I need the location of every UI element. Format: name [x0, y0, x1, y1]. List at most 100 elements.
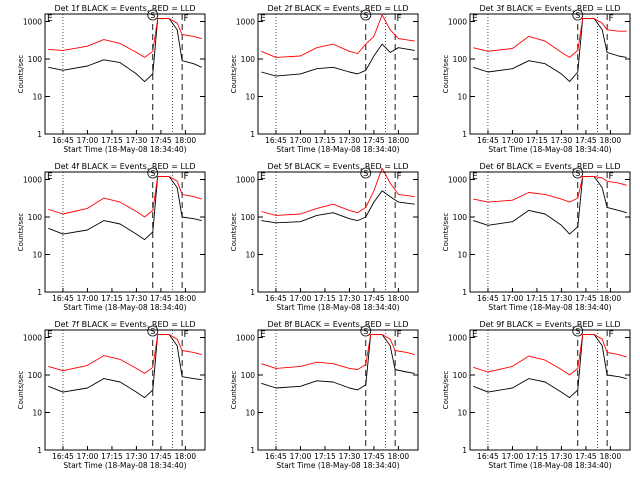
x-tick-label: 18:00 — [600, 136, 622, 145]
x-axis-label: Start Time (18-May-08 18:34:40) — [276, 145, 399, 154]
y-tick-label: 1 — [37, 130, 42, 139]
events-series-line — [473, 176, 627, 235]
marker-letter-s: S — [150, 327, 155, 336]
x-axis-label: Start Time (18-May-08 18:34:40) — [488, 461, 611, 470]
x-axis-label: Start Time (18-May-08 18:34:40) — [63, 461, 186, 470]
lld-series-line — [48, 18, 202, 58]
x-tick-label: 17:00 — [290, 452, 312, 461]
x-tick-label: 16:45 — [477, 452, 499, 461]
y-tick-label: 1000 — [448, 18, 467, 27]
lld-series-line — [261, 167, 415, 216]
x-tick-label: 17:15 — [526, 452, 548, 461]
marker-letter-e: E — [260, 330, 266, 340]
panel-frame — [469, 171, 631, 293]
lld-series-line — [473, 334, 627, 376]
lld-series-line — [261, 14, 415, 58]
x-axis-label: Start Time (18-May-08 18:34:40) — [488, 145, 611, 154]
x-tick-label: 17:00 — [290, 294, 312, 303]
events-series-line — [473, 18, 627, 83]
y-tick-label: 1000 — [236, 18, 255, 27]
x-tick-label: 16:45 — [477, 294, 499, 303]
y-tick-label: 1000 — [23, 18, 42, 27]
x-axis-label: Start Time (18-May-08 18:34:40) — [63, 145, 186, 154]
x-tick-label: 17:45 — [150, 294, 172, 303]
x-tick-label: 17:00 — [502, 294, 524, 303]
panel-title: Det 7f BLACK = Events, RED = LLD — [54, 320, 195, 329]
x-tick-label: 17:45 — [363, 452, 385, 461]
panel-frame — [469, 13, 631, 135]
y-tick-label: 1 — [462, 446, 467, 455]
x-tick-label: 17:15 — [101, 294, 123, 303]
events-series-line — [48, 334, 202, 399]
y-axis-label: Counts/sec — [230, 371, 238, 410]
y-tick-label: 10 — [457, 251, 467, 260]
y-tick-label: 1000 — [23, 176, 42, 185]
x-tick-label: 17:45 — [575, 294, 597, 303]
y-tick-label: 100 — [241, 371, 256, 380]
x-tick-label: 16:45 — [265, 294, 287, 303]
panel-frame — [257, 13, 419, 135]
x-tick-label: 17:45 — [575, 136, 597, 145]
marker-letter-s: S — [363, 169, 368, 178]
x-axis-label: Start Time (18-May-08 18:34:40) — [63, 303, 186, 312]
marker-letter-e: E — [47, 330, 53, 340]
marker-s-circle — [147, 9, 159, 21]
panel-frame — [44, 171, 206, 293]
x-tick-label: 17:45 — [150, 136, 172, 145]
panel-frame — [44, 329, 206, 451]
x-tick-label: 17:45 — [575, 452, 597, 461]
events-series-line — [473, 334, 627, 399]
lld-series-line — [473, 18, 627, 58]
y-axis-label: Counts/sec — [442, 213, 450, 252]
y-axis-label: Counts/sec — [17, 55, 25, 94]
x-tick-label: 17:45 — [363, 136, 385, 145]
x-tick-label: 17:15 — [314, 136, 336, 145]
marker-letter-s: S — [150, 169, 155, 178]
y-tick-label: 100 — [241, 55, 256, 64]
marker-letter-f: F — [184, 14, 189, 24]
y-axis-label: Counts/sec — [17, 371, 25, 410]
marker-letter-e: E — [47, 14, 53, 24]
y-tick-label: 1 — [37, 446, 42, 455]
marker-letter-s: S — [363, 327, 368, 336]
marker-letter-f: F — [184, 330, 189, 340]
lld-series-line — [48, 334, 202, 374]
panel-title: Det 9f BLACK = Events, RED = LLD — [479, 320, 620, 329]
x-tick-label: 17:45 — [150, 452, 172, 461]
marker-letter-s: S — [575, 11, 580, 20]
panel-title: Det 5f BLACK = Events, RED = LLD — [267, 162, 408, 171]
y-tick-label: 100 — [28, 371, 43, 380]
y-tick-label: 100 — [28, 55, 43, 64]
x-tick-label: 17:15 — [526, 136, 548, 145]
x-tick-label: 18:00 — [175, 136, 197, 145]
y-tick-label: 10 — [457, 409, 467, 418]
marker-s-circle — [360, 9, 372, 21]
x-tick-label: 17:15 — [314, 452, 336, 461]
x-tick-label: 17:00 — [502, 136, 524, 145]
x-axis-label: Start Time (18-May-08 18:34:40) — [276, 461, 399, 470]
marker-letter-e: E — [47, 172, 53, 182]
y-tick-label: 1000 — [236, 176, 255, 185]
x-tick-label: 17:30 — [126, 136, 148, 145]
y-tick-label: 10 — [32, 251, 42, 260]
y-tick-label: 10 — [457, 93, 467, 102]
panel-frame — [469, 329, 631, 451]
x-tick-label: 17:45 — [363, 294, 385, 303]
panel-title: Det 6f BLACK = Events, RED = LLD — [479, 162, 620, 171]
y-tick-label: 1000 — [448, 176, 467, 185]
x-tick-label: 17:15 — [101, 136, 123, 145]
panel-title: Det 4f BLACK = Events, RED = LLD — [54, 162, 195, 171]
x-tick-label: 17:30 — [339, 136, 361, 145]
y-tick-label: 10 — [32, 93, 42, 102]
x-tick-label: 16:45 — [52, 294, 74, 303]
marker-letter-e: E — [472, 330, 478, 340]
marker-letter-f: F — [609, 330, 614, 340]
x-tick-label: 17:30 — [551, 136, 573, 145]
y-axis-label: Counts/sec — [442, 371, 450, 410]
